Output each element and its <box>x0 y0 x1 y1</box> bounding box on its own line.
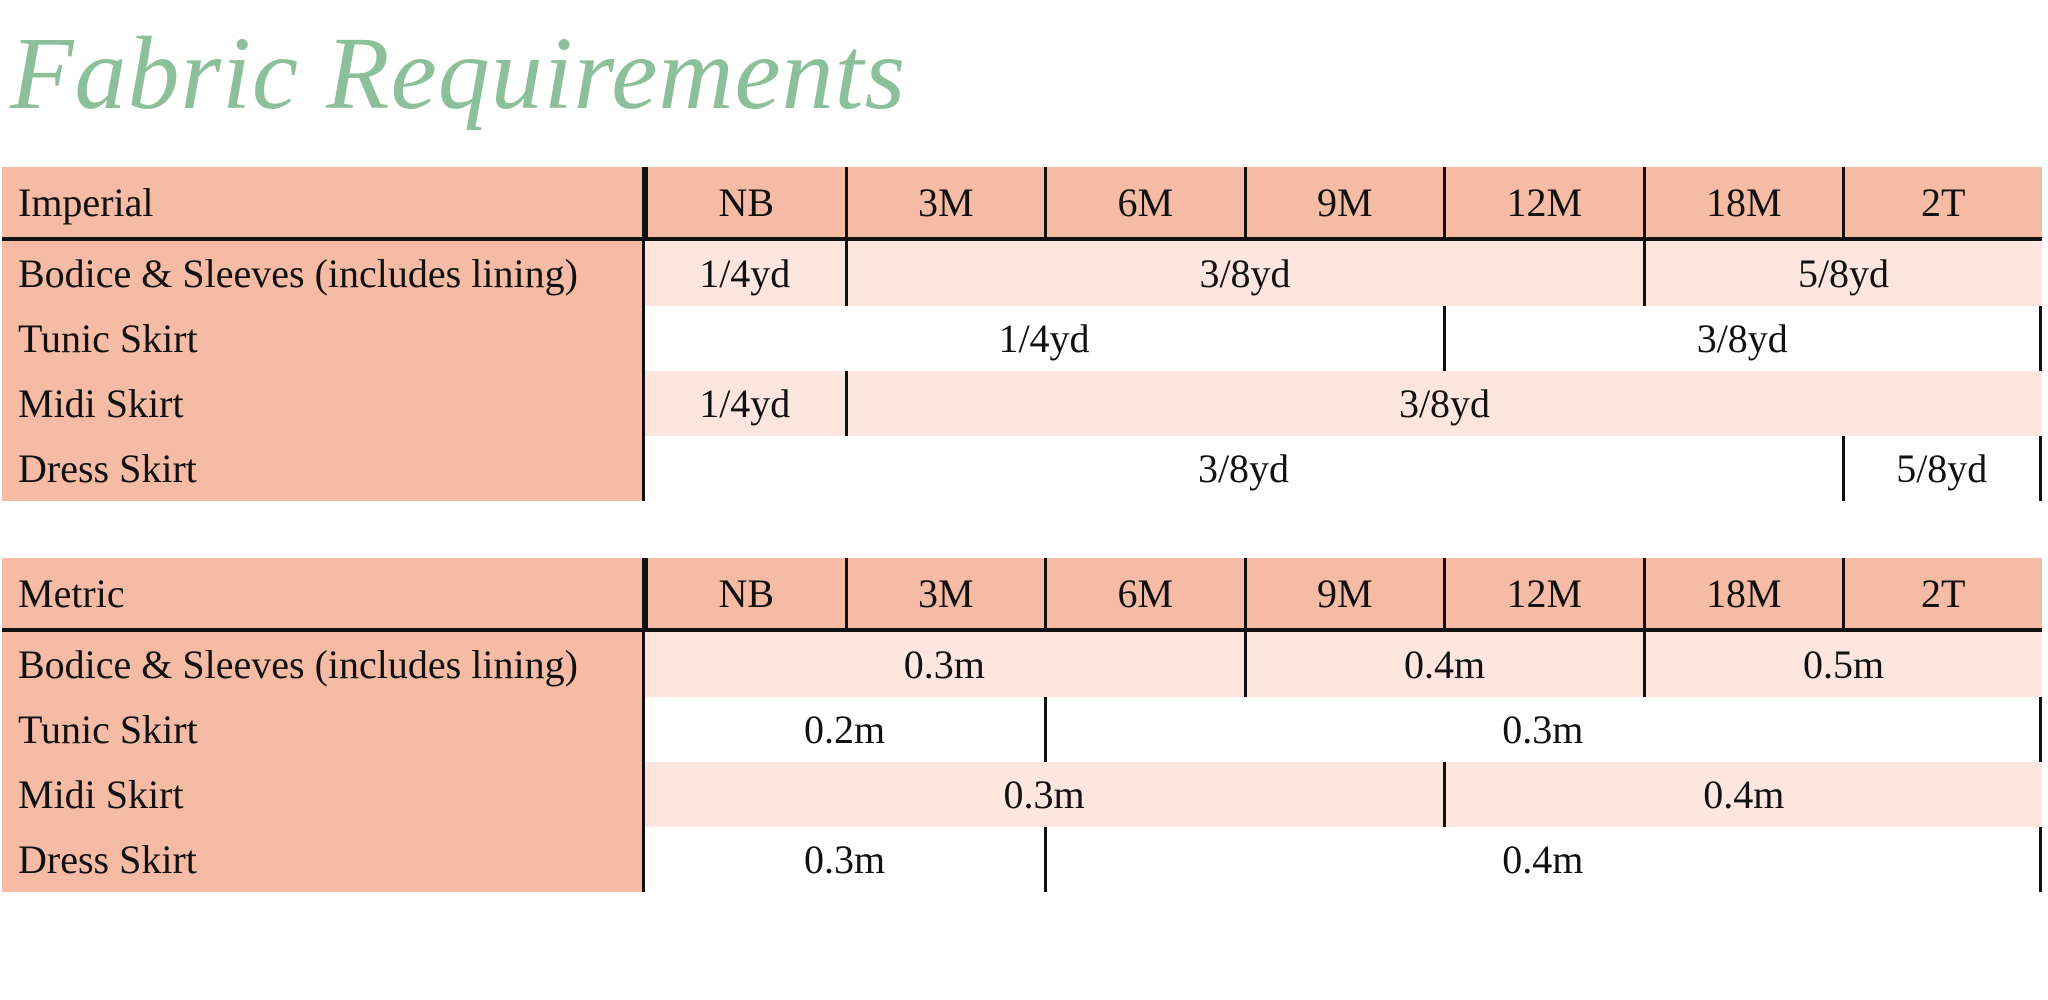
size-header: 9M <box>1243 167 1444 237</box>
unit-system-label: Imperial <box>2 167 645 237</box>
yardage-cell: 3/8yd <box>844 371 2042 436</box>
size-header: NB <box>645 167 845 237</box>
yardage-cell: 1/4yd <box>645 241 845 306</box>
yardage-cell: 0.4m <box>1044 827 2042 892</box>
size-header: 3M <box>844 558 1045 628</box>
yardage-cell: 3/8yd <box>844 241 1643 306</box>
table-row: Dress Skirt 3/8yd 5/8yd <box>2 436 2042 501</box>
header-row: Imperial NB 3M 6M 9M 12M 18M 2T <box>2 167 2042 241</box>
garment-piece-label: Bodice & Sleeves (includes lining) <box>2 632 645 697</box>
table-row: Midi Skirt 0.3m 0.4m <box>2 762 2042 827</box>
yardage-cell: 1/4yd <box>998 316 1090 361</box>
yardage-cell: 5/8yd <box>1642 241 2042 306</box>
yardage-cell: 0.3m <box>645 762 1443 827</box>
yardage-cell: 0.3m <box>645 632 1244 697</box>
metric-table: Metric NB 3M 6M 9M 12M 18M 2T Bodice & Sleeves (… <box>2 558 2042 892</box>
size-header: 18M <box>1642 167 1843 237</box>
size-header: NB <box>645 558 845 628</box>
size-header: 18M <box>1642 558 1843 628</box>
garment-piece-label: Dress Skirt <box>2 827 645 892</box>
garment-piece-label: Bodice & Sleeves (includes lining) <box>2 241 645 306</box>
table-row: Bodice & Sleeves (includes lining) 1/4yd 3… <box>2 241 2042 306</box>
size-header: 2T <box>1842 167 2042 237</box>
garment-piece-label: Midi Skirt <box>2 371 645 436</box>
yardage-cell: 1/4yd <box>645 371 845 436</box>
table-row: Bodice & Sleeves (includes lining) 0.3m 0.… <box>2 632 2042 697</box>
garment-piece-label: Tunic Skirt <box>2 697 645 762</box>
size-header: 12M <box>1443 558 1643 628</box>
size-header: 2T <box>1842 558 2042 628</box>
imperial-table: Imperial NB 3M 6M 9M 12M 18M 2T Bodice & Sleeves… <box>2 167 2042 501</box>
yardage-cell: 0.2m <box>803 707 886 752</box>
size-header: 6M <box>1044 167 1244 237</box>
yardage-cell: 3/8yd <box>1443 306 2042 371</box>
yardage-cell: 0.4m <box>1443 762 2042 827</box>
garment-piece-label: Dress Skirt <box>2 436 645 501</box>
garment-piece-label: Midi Skirt <box>2 762 645 827</box>
page-title: Fabric Requirements <box>10 16 907 131</box>
yardage-cell: 0.5m <box>1642 632 2042 697</box>
unit-system-label: Metric <box>2 558 645 628</box>
size-header: 9M <box>1243 558 1444 628</box>
yardage-cell: 0.4m <box>1243 632 1643 697</box>
table-row: Tunic Skirt 0.2m 0.3m <box>2 697 2042 762</box>
yardage-cell: 3/8yd <box>1197 446 1290 491</box>
size-header: 3M <box>844 167 1045 237</box>
header-row: Metric NB 3M 6M 9M 12M 18M 2T <box>2 558 2042 632</box>
yardage-cell: 0.3m <box>803 837 886 882</box>
size-header: 6M <box>1044 558 1244 628</box>
table-row: Midi Skirt 1/4yd 3/8yd <box>2 371 2042 436</box>
table-row: Dress Skirt 0.3m 0.4m <box>2 827 2042 892</box>
size-header: 12M <box>1443 167 1643 237</box>
yardage-cell: 0.3m <box>1044 697 2042 762</box>
garment-piece-label: Tunic Skirt <box>2 306 645 371</box>
yardage-cell: 5/8yd <box>1842 436 2042 501</box>
table-row: Tunic Skirt 1/4yd 3/8yd <box>2 306 2042 371</box>
